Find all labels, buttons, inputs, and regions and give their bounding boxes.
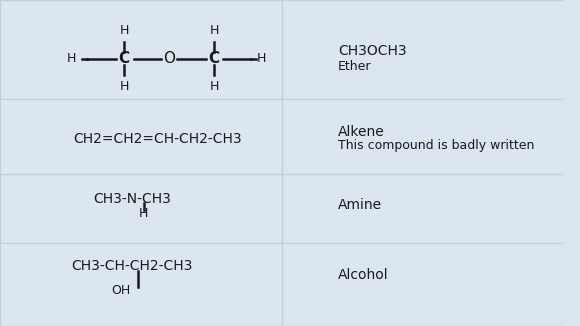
Text: C: C [209,51,220,66]
Text: H: H [139,207,148,220]
Text: H: H [119,80,129,93]
Text: O: O [163,51,175,66]
Text: This compound is badly written: This compound is badly written [338,139,534,152]
Text: C: C [118,51,129,66]
Text: H: H [209,80,219,93]
Text: CH3OCH3: CH3OCH3 [338,44,407,57]
Text: CH3-CH-CH2-CH3: CH3-CH-CH2-CH3 [72,259,193,273]
Text: CH3-N-CH3: CH3-N-CH3 [93,192,171,206]
Text: Alcohol: Alcohol [338,269,389,282]
Text: OH: OH [111,284,130,297]
Text: Alkene: Alkene [338,125,385,139]
Text: H: H [67,52,76,65]
Text: Amine: Amine [338,199,382,212]
Text: Ether: Ether [338,60,372,73]
Text: CH2=CH2=CH-CH2-CH3: CH2=CH2=CH-CH2-CH3 [74,132,242,145]
Text: H: H [209,24,219,37]
Text: H: H [256,52,266,65]
Text: H: H [119,24,129,37]
